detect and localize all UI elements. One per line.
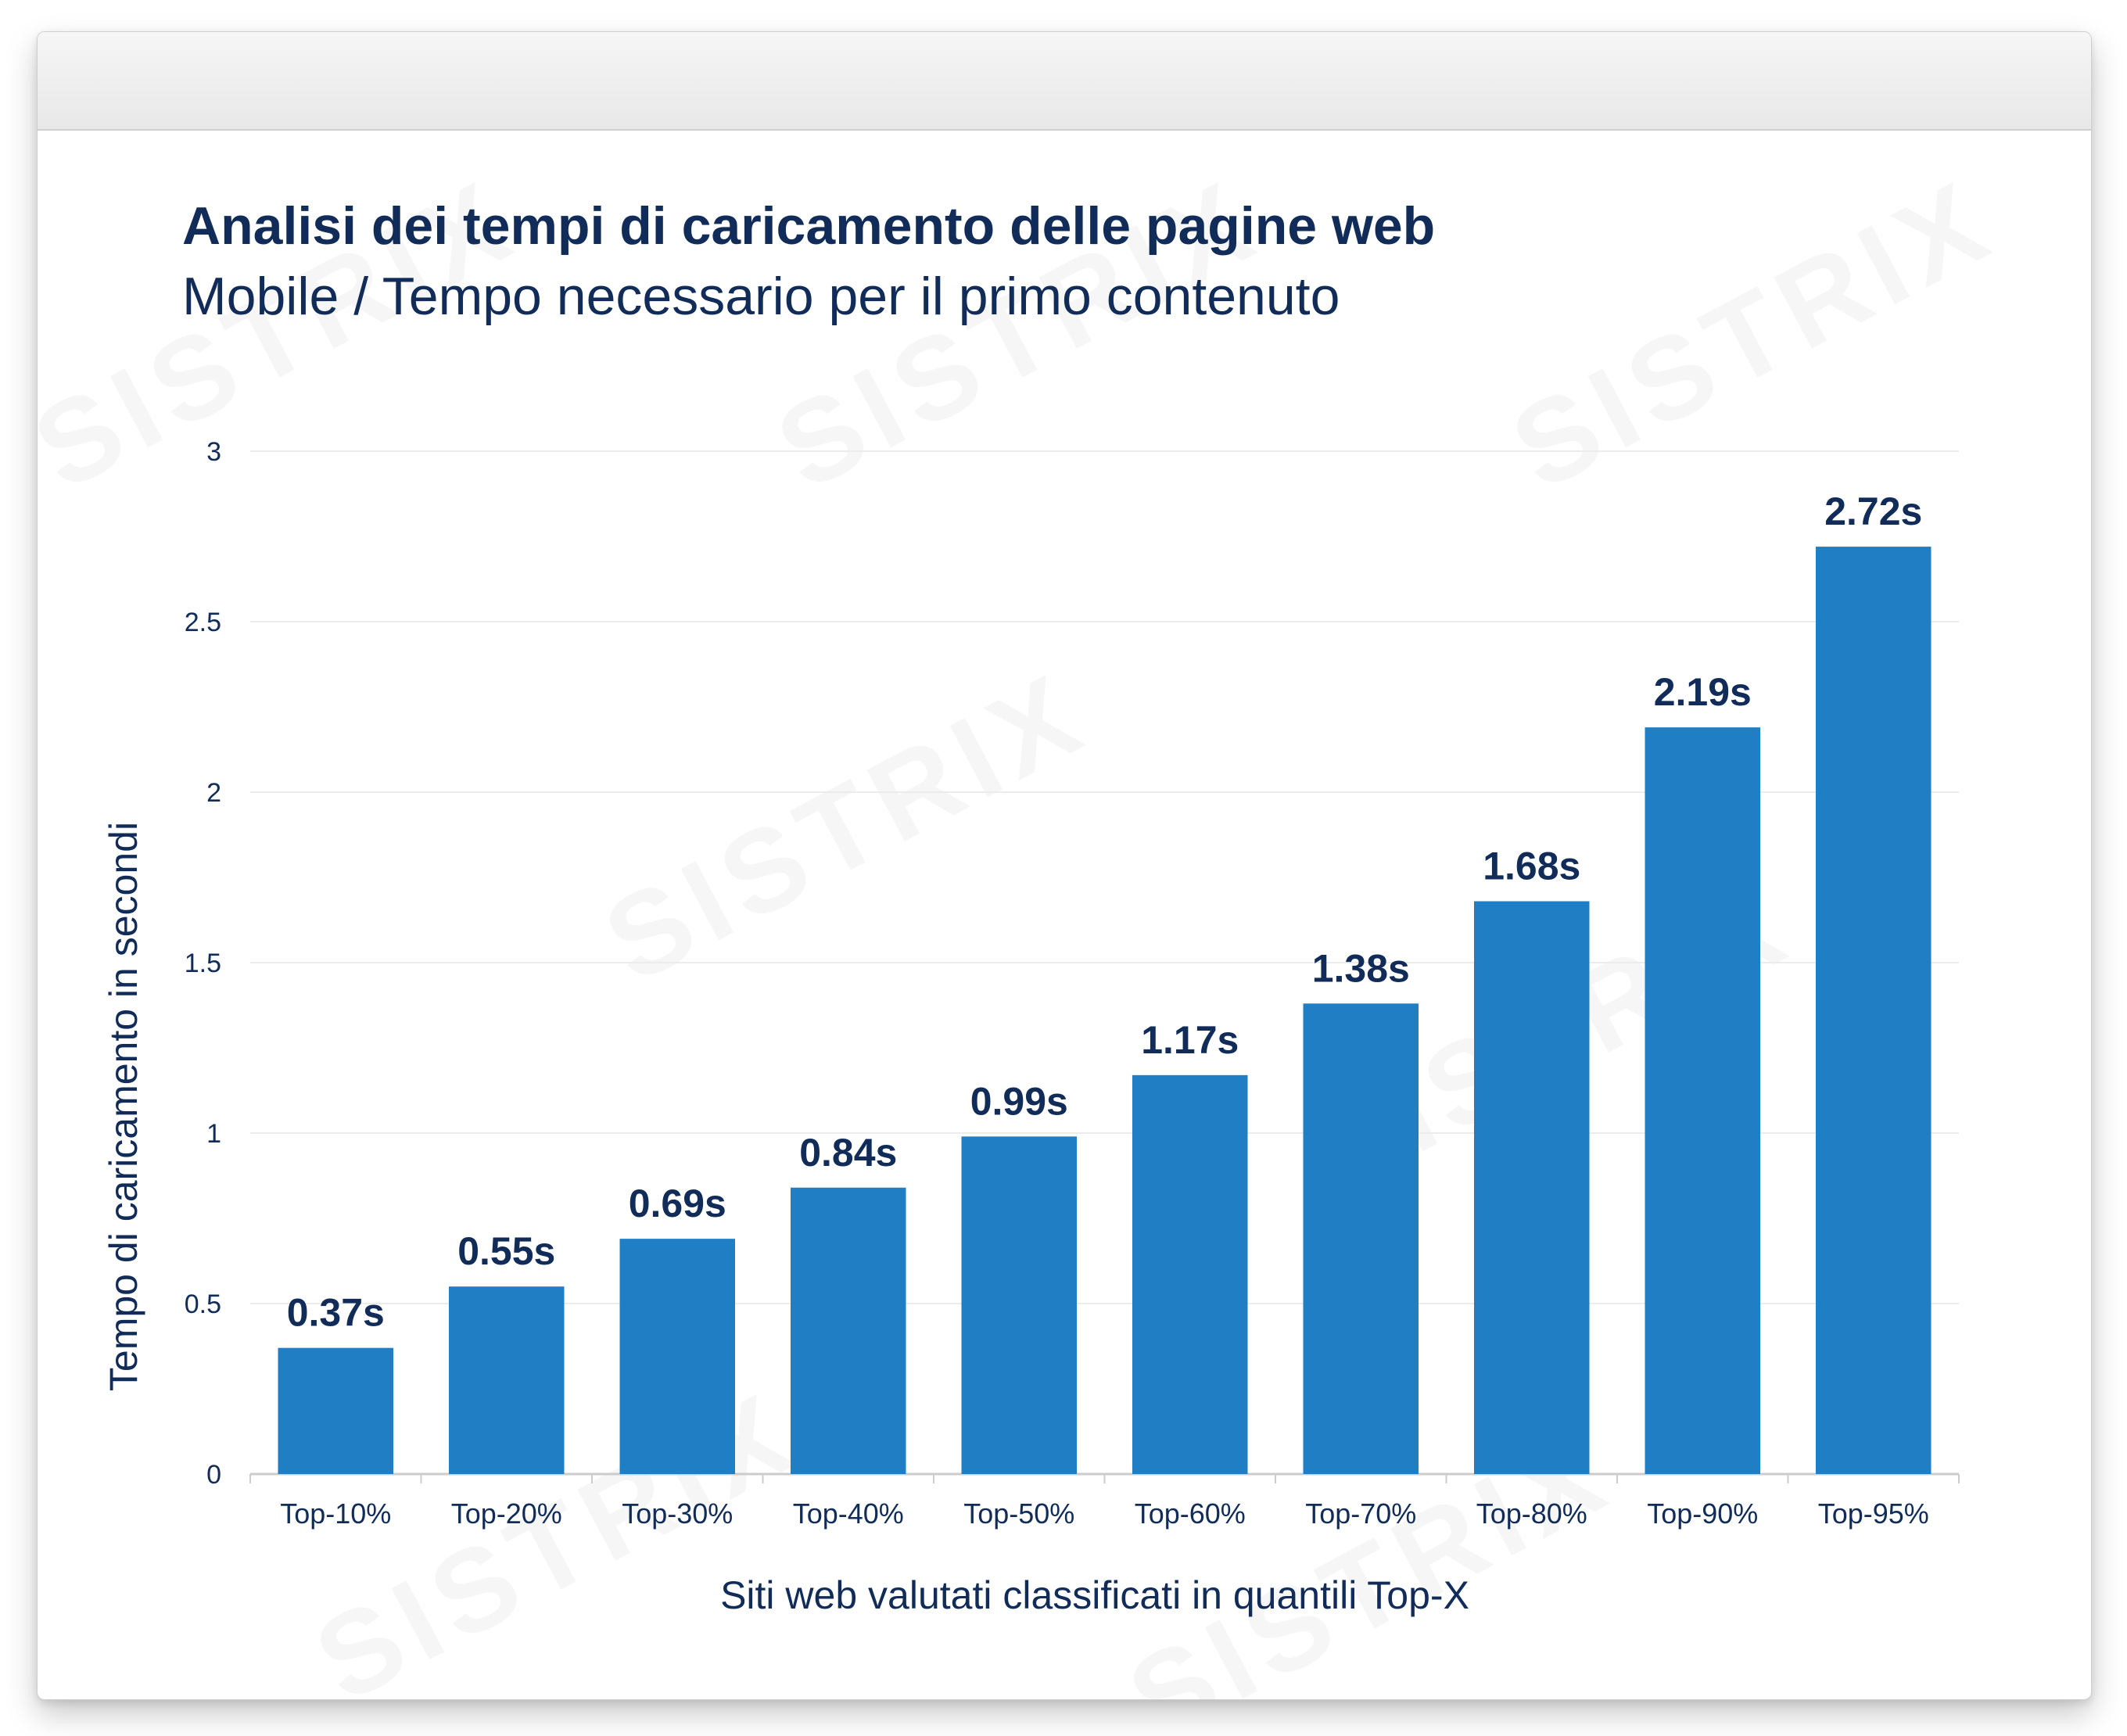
x-tick-label: Top-20% (451, 1497, 562, 1530)
x-tick-label: Top-70% (1305, 1497, 1416, 1530)
x-tick-label: Top-95% (1818, 1497, 1929, 1530)
x-tick-label: Top-80% (1476, 1497, 1587, 1530)
bar (1816, 547, 1932, 1474)
bar-value-label: 0.84s (799, 1131, 897, 1175)
bar-value-label: 0.99s (970, 1079, 1068, 1123)
x-tick-label: Top-50% (963, 1497, 1074, 1530)
bar-value-label: 1.38s (1312, 946, 1410, 990)
y-tick-label: 1 (206, 1119, 221, 1149)
bar (1474, 901, 1590, 1474)
y-tick-label: 1.5 (185, 949, 221, 978)
chart-title: Analisi dei tempi di caricamento delle p… (182, 196, 1436, 256)
bars-layer (278, 547, 1932, 1474)
bar (1645, 727, 1760, 1474)
bar (791, 1187, 906, 1474)
bar-value-label: 2.72s (1824, 490, 1922, 533)
bar-value-label: 1.17s (1141, 1018, 1239, 1062)
labels-layer: 0 0.5 1 1.5 2 2.5 3 0.37s Top-10% 0.55s Top-20% 0.6… (185, 437, 1929, 1530)
x-tick-label: Top-40% (793, 1497, 904, 1530)
y-tick-label: 0 (206, 1460, 221, 1490)
y-tick-label: 0.5 (185, 1289, 221, 1319)
y-axis-label: Tempo di caricamento in secondi (102, 822, 145, 1391)
x-axis-label: Siti web valutati classificati in quanti… (720, 1573, 1469, 1617)
bar-value-label: 0.69s (629, 1182, 726, 1225)
x-tick-label: Top-60% (1135, 1497, 1246, 1530)
y-tick-label: 2.5 (185, 608, 221, 637)
bar (961, 1136, 1077, 1474)
bar-value-label: 0.55s (457, 1229, 555, 1273)
x-tick-label: Top-90% (1647, 1497, 1758, 1530)
bar (449, 1286, 565, 1474)
bar (1132, 1074, 1248, 1474)
card-header-bar (38, 32, 2091, 131)
x-tick-label: Top-30% (622, 1497, 733, 1530)
chart-subtitle: Mobile / Tempo necessario per il primo c… (182, 267, 1340, 326)
bar (1303, 1003, 1419, 1474)
y-tick-label: 3 (206, 437, 221, 467)
bar-value-label: 2.19s (1654, 670, 1752, 714)
bar (619, 1239, 735, 1474)
x-tick-label: Top-10% (280, 1497, 391, 1530)
bar-value-label: 0.37s (287, 1291, 385, 1335)
y-tick-label: 2 (206, 778, 221, 808)
bar-value-label: 1.68s (1483, 845, 1580, 888)
bar (278, 1347, 393, 1474)
